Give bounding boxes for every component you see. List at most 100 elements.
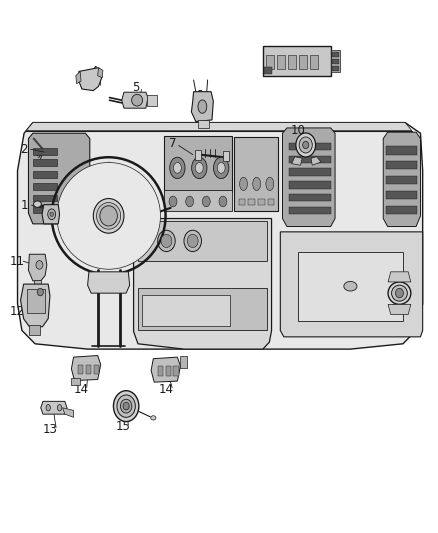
Ellipse shape xyxy=(158,230,175,252)
Bar xyxy=(264,67,272,74)
Bar xyxy=(34,280,41,288)
Polygon shape xyxy=(26,123,412,131)
Ellipse shape xyxy=(117,395,135,417)
Bar xyxy=(248,199,255,205)
Bar xyxy=(94,365,99,374)
Ellipse shape xyxy=(46,405,50,411)
Ellipse shape xyxy=(303,141,309,149)
Bar xyxy=(33,206,57,213)
Bar xyxy=(33,159,57,166)
Text: 11: 11 xyxy=(10,255,25,268)
Text: 8: 8 xyxy=(270,50,277,62)
Bar xyxy=(239,199,245,205)
Ellipse shape xyxy=(123,402,129,410)
Bar xyxy=(78,365,83,374)
Ellipse shape xyxy=(173,163,181,173)
Polygon shape xyxy=(191,92,213,122)
Bar xyxy=(195,150,201,160)
Ellipse shape xyxy=(48,209,56,220)
Polygon shape xyxy=(28,254,47,281)
Ellipse shape xyxy=(50,212,53,216)
Ellipse shape xyxy=(213,157,229,179)
Polygon shape xyxy=(88,272,130,293)
Bar xyxy=(164,136,232,192)
Ellipse shape xyxy=(187,235,198,248)
Bar xyxy=(164,190,232,211)
Ellipse shape xyxy=(219,196,227,207)
Ellipse shape xyxy=(113,391,139,422)
Ellipse shape xyxy=(392,285,407,301)
Bar xyxy=(198,120,209,128)
Ellipse shape xyxy=(299,137,312,153)
Ellipse shape xyxy=(240,177,247,191)
Ellipse shape xyxy=(96,203,120,229)
Bar xyxy=(234,137,278,211)
Bar xyxy=(263,46,331,76)
Polygon shape xyxy=(63,408,74,417)
Ellipse shape xyxy=(192,157,207,179)
Ellipse shape xyxy=(57,163,160,269)
Bar xyxy=(33,148,57,155)
Polygon shape xyxy=(388,272,411,282)
Text: 13: 13 xyxy=(43,423,58,435)
Bar xyxy=(289,207,331,214)
Bar xyxy=(331,50,340,72)
Ellipse shape xyxy=(296,133,315,157)
Ellipse shape xyxy=(202,196,210,207)
Polygon shape xyxy=(134,219,272,349)
Bar xyxy=(138,221,267,261)
Polygon shape xyxy=(98,68,103,78)
Text: 12: 12 xyxy=(10,305,25,318)
Bar xyxy=(138,288,267,330)
Text: 1: 1 xyxy=(20,199,28,212)
Bar xyxy=(27,289,45,313)
Ellipse shape xyxy=(344,281,357,291)
Ellipse shape xyxy=(120,399,132,413)
Polygon shape xyxy=(79,68,102,91)
Bar xyxy=(173,366,179,376)
Bar xyxy=(298,252,403,321)
Text: 6: 6 xyxy=(195,90,203,102)
Ellipse shape xyxy=(161,235,172,248)
Bar xyxy=(288,55,296,69)
Bar xyxy=(386,191,417,199)
Ellipse shape xyxy=(184,230,201,252)
Ellipse shape xyxy=(195,163,203,173)
Polygon shape xyxy=(21,284,50,327)
Ellipse shape xyxy=(396,288,403,298)
Polygon shape xyxy=(388,304,411,314)
Bar xyxy=(310,55,318,69)
Ellipse shape xyxy=(100,206,117,226)
Text: 14: 14 xyxy=(74,383,88,395)
Bar xyxy=(33,183,57,190)
Bar xyxy=(33,195,57,201)
Text: 14: 14 xyxy=(159,383,174,395)
Bar xyxy=(33,171,57,178)
Polygon shape xyxy=(280,232,423,337)
Ellipse shape xyxy=(93,199,124,233)
Ellipse shape xyxy=(186,196,194,207)
Bar xyxy=(71,378,80,385)
Bar xyxy=(158,366,163,376)
Bar xyxy=(180,356,187,368)
Bar xyxy=(266,55,274,69)
Polygon shape xyxy=(41,401,67,414)
Polygon shape xyxy=(283,128,335,227)
Bar xyxy=(147,95,157,106)
Polygon shape xyxy=(42,205,60,224)
Bar xyxy=(386,146,417,155)
Polygon shape xyxy=(311,157,321,165)
Text: 9: 9 xyxy=(322,63,330,76)
Text: 7: 7 xyxy=(169,138,177,150)
Bar xyxy=(289,194,331,201)
Polygon shape xyxy=(76,71,81,84)
Ellipse shape xyxy=(266,177,274,191)
Text: 15: 15 xyxy=(115,420,130,433)
Ellipse shape xyxy=(57,405,62,411)
Bar xyxy=(142,295,230,326)
Text: 16: 16 xyxy=(391,295,406,308)
Bar xyxy=(386,161,417,169)
Bar xyxy=(332,66,339,71)
Polygon shape xyxy=(122,92,148,108)
Ellipse shape xyxy=(169,196,177,207)
